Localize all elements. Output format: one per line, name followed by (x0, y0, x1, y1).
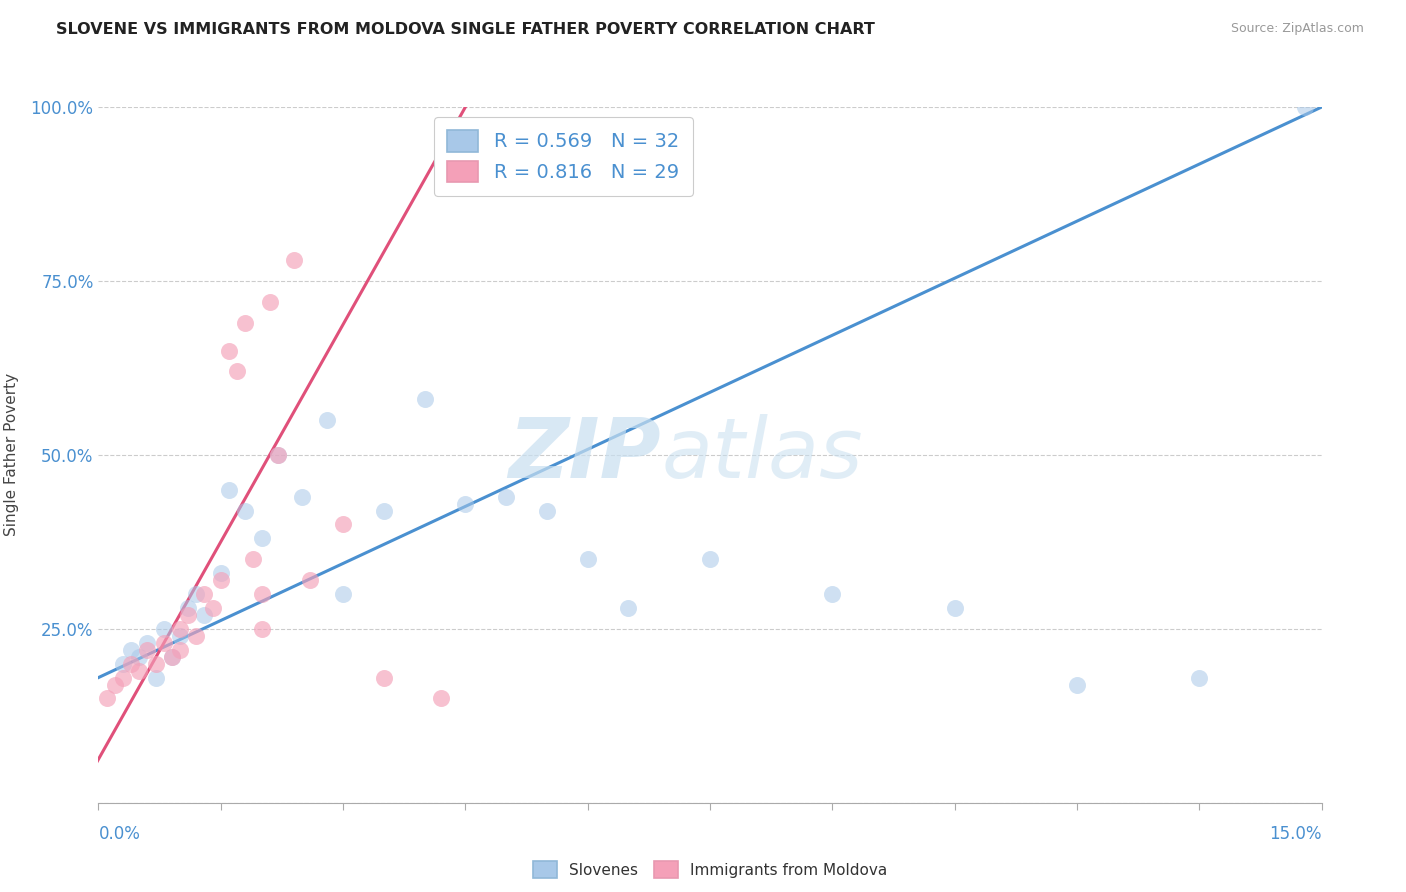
Point (233, 316, 256, 330)
Point (617, 601, 640, 615)
Point (1294, 100, 1316, 114)
Text: ZIP: ZIP (509, 415, 661, 495)
Point (226, 364, 249, 378)
Point (576, 552, 599, 566)
Point (233, 503, 256, 517)
Point (413, 392, 436, 407)
Point (160, 649, 183, 664)
Point (454, 497, 477, 511)
Point (209, 573, 232, 587)
Text: SLOVENE VS IMMIGRANTS FROM MOLDOVA SINGLE FATHER POVERTY CORRELATION CHART: SLOVENE VS IMMIGRANTS FROM MOLDOVA SINGL… (56, 22, 875, 37)
Point (177, 601, 200, 615)
Point (201, 601, 224, 615)
Point (152, 622, 174, 636)
Point (160, 649, 183, 664)
Point (111, 671, 134, 685)
Point (299, 573, 322, 587)
Point (169, 642, 191, 657)
Point (193, 607, 215, 622)
Point (332, 587, 354, 601)
Y-axis label: Single Father Poverty: Single Father Poverty (4, 374, 20, 536)
Point (96, 691, 118, 706)
Legend: Slovenes, Immigrants from Moldova: Slovenes, Immigrants from Moldova (524, 854, 896, 886)
Point (209, 566, 232, 581)
Text: atlas: atlas (661, 415, 863, 495)
Point (145, 671, 167, 685)
Point (315, 413, 337, 427)
Point (242, 552, 264, 566)
Point (699, 552, 721, 566)
Point (259, 294, 281, 309)
Point (169, 629, 191, 643)
Point (152, 636, 174, 650)
Point (250, 622, 273, 636)
Point (177, 607, 200, 622)
Point (193, 587, 215, 601)
Point (1188, 671, 1211, 685)
Point (250, 587, 273, 601)
Point (536, 503, 558, 517)
Point (145, 657, 167, 671)
Point (120, 642, 142, 657)
Text: 0.0%: 0.0% (98, 825, 141, 843)
Point (186, 629, 208, 643)
Point (1066, 677, 1088, 691)
Point (136, 636, 159, 650)
Point (373, 503, 395, 517)
Point (267, 448, 290, 462)
Point (104, 677, 127, 691)
Text: Source: ZipAtlas.com: Source: ZipAtlas.com (1230, 22, 1364, 36)
Point (136, 642, 159, 657)
Point (120, 657, 142, 671)
Point (373, 671, 395, 685)
Point (128, 664, 150, 678)
Point (218, 483, 240, 497)
Point (267, 448, 290, 462)
Point (250, 532, 273, 546)
Point (128, 649, 150, 664)
Point (186, 587, 208, 601)
Text: 15.0%: 15.0% (1270, 825, 1322, 843)
Point (495, 490, 517, 504)
Point (821, 587, 844, 601)
Point (218, 343, 240, 358)
Point (283, 253, 305, 268)
Point (111, 657, 134, 671)
Point (943, 601, 966, 615)
Point (430, 691, 453, 706)
Point (291, 490, 314, 504)
Point (332, 517, 354, 532)
Point (169, 622, 191, 636)
